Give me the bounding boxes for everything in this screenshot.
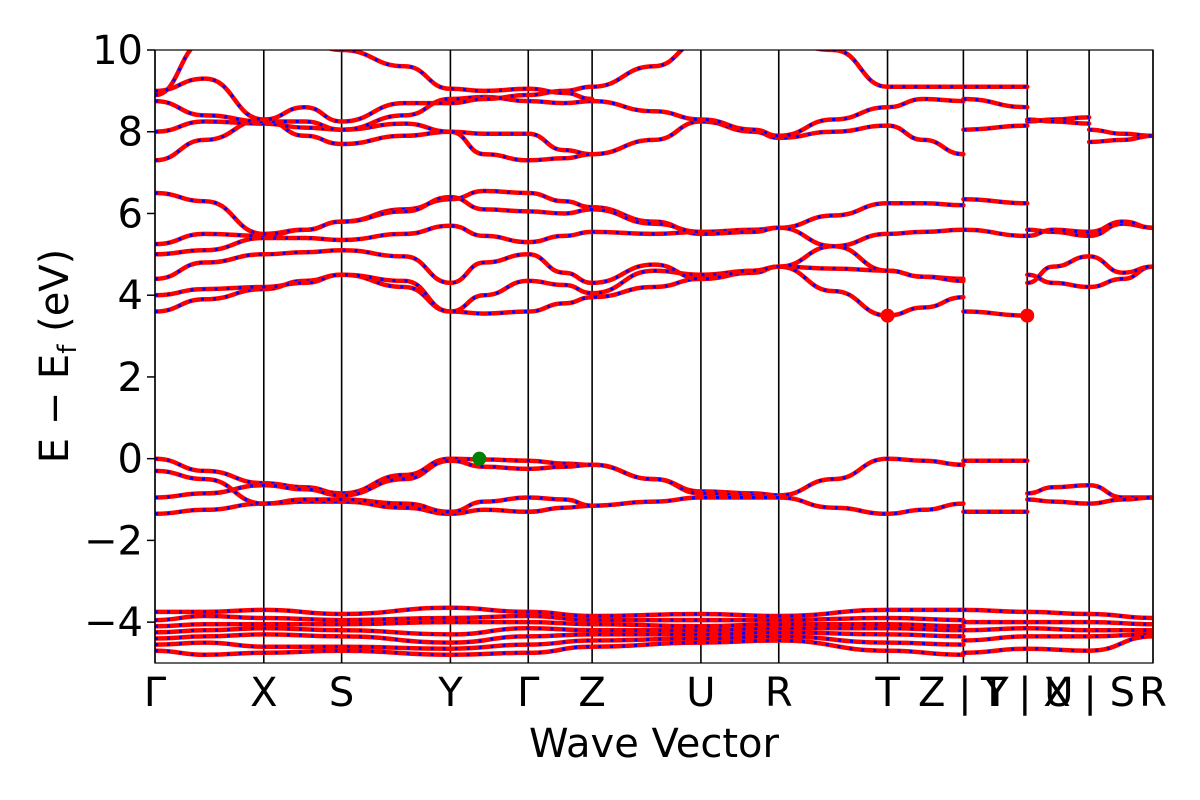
x-tick-label: S — [329, 670, 354, 716]
band-line-dashes — [1027, 220, 1153, 238]
band-line-dashes — [155, 457, 964, 497]
plot-area — [155, 50, 1153, 663]
band-line — [961, 619, 1153, 627]
cbm-marker — [1020, 308, 1035, 323]
band-line-dashes — [155, 95, 964, 138]
band-line-dashes — [155, 265, 964, 314]
band-line-dashes — [155, 469, 593, 514]
band-line-dashes — [155, 634, 964, 651]
x-tick-label: Z | Y — [918, 670, 1009, 716]
band-line — [1025, 254, 1153, 286]
band-line-dashes — [155, 117, 964, 162]
band-line — [961, 626, 1153, 633]
band-line — [1086, 127, 1153, 139]
band-line — [961, 196, 1030, 206]
band-line-dashes — [155, 614, 964, 622]
y-tick-label: 10 — [92, 28, 143, 74]
extrema-markers — [472, 308, 1035, 466]
x-tick-label: R — [1139, 670, 1167, 716]
plot-frame — [154, 49, 1154, 664]
x-tick-label: X | S — [1043, 670, 1135, 716]
y-tick-label: −4 — [84, 600, 143, 646]
x-tick-label: U — [686, 670, 715, 716]
band-line-dashes — [155, 638, 964, 657]
band-line-dashes — [963, 626, 1153, 632]
band-line — [961, 634, 1153, 656]
band-line-dashes — [155, 119, 593, 162]
band-line-dashes — [155, 620, 964, 628]
y-tick-label: 8 — [118, 110, 143, 156]
band-line — [961, 123, 1030, 132]
y-axis-label: E − Ef (eV) — [32, 249, 83, 464]
band-line — [961, 309, 1030, 318]
band-line-dashes — [155, 191, 701, 236]
band-line-dashes — [155, 459, 779, 499]
y-tick-label: 6 — [118, 191, 143, 237]
band-line-dashes — [155, 630, 964, 645]
x-tick-label: R — [765, 670, 793, 716]
band-lines — [155, 50, 1153, 658]
x-tick-label: T — [874, 670, 900, 716]
band-line-dashes — [1027, 265, 1153, 289]
y-tick-label: 4 — [118, 273, 143, 319]
x-tick-label: Z — [578, 670, 605, 716]
x-tick-label: Γ — [144, 670, 167, 716]
y-tick-label: 0 — [118, 437, 143, 483]
band-line-dashes — [963, 620, 1153, 626]
y-tick-label: −2 — [84, 518, 143, 564]
band-line-dashes — [1027, 496, 1153, 506]
y-axis-ticks: 10 8 6 4 2 0 −2 −4 — [84, 28, 155, 646]
kpoint-divider-lines — [154, 50, 1154, 663]
band-line-dashes — [1027, 118, 1090, 126]
band-line — [961, 227, 1030, 239]
x-tick-label: Γ — [517, 670, 540, 716]
band-line-dashes — [155, 50, 593, 101]
band-line — [155, 201, 966, 257]
x-tick-label: Y — [437, 670, 463, 716]
y-tick-label: 2 — [118, 355, 143, 401]
band-line-dashes — [963, 608, 1153, 620]
x-axis-label: Wave Vector — [529, 721, 780, 767]
band-line-dashes — [963, 632, 1153, 642]
x-tick-label: T | U — [980, 670, 1074, 716]
band-line-dashes — [155, 606, 964, 618]
vbm-marker — [472, 451, 487, 466]
band-line-dashes — [155, 189, 964, 283]
band-line-dashes — [155, 626, 964, 636]
band-line — [961, 96, 1030, 110]
cbm-marker — [880, 308, 895, 323]
x-tick-label: X — [250, 670, 277, 716]
